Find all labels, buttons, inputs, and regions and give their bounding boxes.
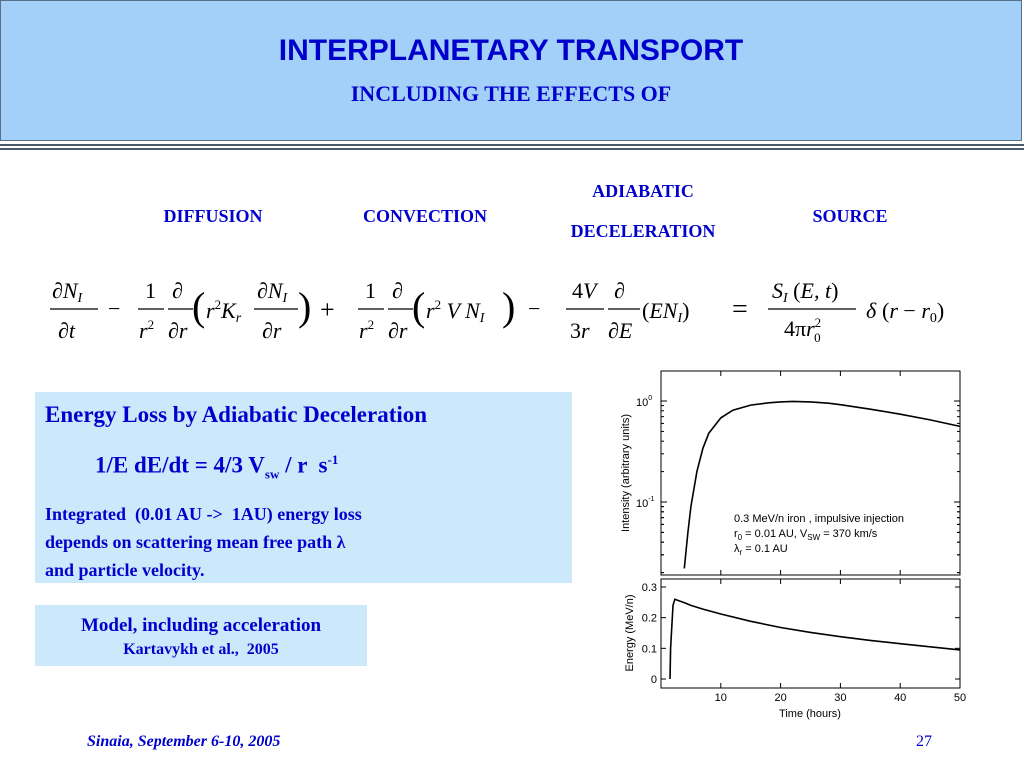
term-deceleration: DECELERATION bbox=[570, 221, 716, 241]
xtick-label: 10 bbox=[715, 692, 727, 704]
xtick-label: 30 bbox=[834, 692, 846, 704]
description-line: and particle velocity. bbox=[45, 560, 205, 580]
svg-text:+: + bbox=[320, 295, 335, 324]
footer-event: Sinaia, September 6-10, 2005 bbox=[87, 733, 281, 750]
svg-text:(: ( bbox=[192, 284, 205, 329]
ytick-label: 100 bbox=[636, 395, 652, 409]
energy-loss-formula: 1/E dE/dt = 4/3 Vsw / r s-1 bbox=[95, 452, 338, 482]
ytick-label: 0.1 bbox=[642, 643, 657, 655]
term-source: SOURCE bbox=[812, 206, 888, 226]
svg-text:r2: r2 bbox=[359, 317, 374, 343]
ytick-label: 0.3 bbox=[642, 582, 657, 594]
svg-text:∂r: ∂r bbox=[262, 318, 282, 343]
ytick-label: 0 bbox=[651, 674, 657, 686]
plot-annotation: r0 = 0.01 AU, VSW = 370 km/s bbox=[734, 528, 878, 542]
xtick-label: 50 bbox=[954, 692, 966, 704]
term-diffusion: DIFFUSION bbox=[163, 206, 263, 226]
svg-text:r2 V NI: r2 V NI bbox=[426, 297, 486, 326]
transport-equation: ∂NI ∂t − 1 r2 ∂ ∂r ( r2Kr ∂NI ∂r ) + 1 r… bbox=[50, 278, 944, 345]
svg-text:1: 1 bbox=[365, 278, 376, 303]
energy-series-line bbox=[669, 598, 961, 680]
svg-text:(ENI): (ENI) bbox=[642, 298, 689, 326]
svg-text:3r: 3r bbox=[570, 318, 590, 343]
svg-text:∂r: ∂r bbox=[388, 318, 408, 343]
svg-text:SI (E, t): SI (E, t) bbox=[772, 278, 838, 306]
svg-text:∂: ∂ bbox=[614, 278, 625, 303]
plot-annotation: λr = 0.1 AU bbox=[734, 543, 788, 557]
energy-loss-description: Integrated (0.01 AU -> 1AU) energy loss … bbox=[45, 500, 362, 584]
svg-text:(r − r0): (r − r0) bbox=[882, 298, 944, 326]
formula-tail: / r s bbox=[279, 452, 328, 478]
svg-text:∂r: ∂r bbox=[168, 318, 188, 343]
term-convection: CONVECTION bbox=[362, 206, 487, 226]
svg-text:): ) bbox=[502, 284, 515, 329]
energy-loss-box: Energy Loss by Adiabatic Deceleration 1/… bbox=[35, 392, 572, 583]
formula-subscript: sw bbox=[264, 466, 280, 482]
svg-text:4V: 4V bbox=[572, 278, 599, 303]
svg-text:∂t: ∂t bbox=[58, 318, 76, 343]
description-line: depends on scattering mean free path λ bbox=[45, 532, 346, 552]
xtick-label: 40 bbox=[894, 692, 906, 704]
intensity-series-line bbox=[683, 400, 961, 569]
slide-title: INTERPLANETARY TRANSPORT bbox=[278, 34, 744, 67]
formula-superscript: -1 bbox=[327, 452, 339, 467]
xtick-label: 20 bbox=[774, 692, 786, 704]
slide-subtitle: INCLUDING THE EFFECTS OF bbox=[350, 81, 672, 106]
divider-line bbox=[0, 144, 1024, 146]
ytick-label: 0.2 bbox=[642, 613, 657, 625]
svg-text:1: 1 bbox=[145, 278, 156, 303]
svg-text:=: = bbox=[732, 294, 748, 325]
svg-text:∂: ∂ bbox=[172, 278, 183, 303]
title-banner bbox=[0, 0, 1022, 141]
svg-text:r2Kr: r2Kr bbox=[206, 297, 242, 326]
svg-text:(: ( bbox=[412, 284, 425, 329]
svg-text:r2: r2 bbox=[139, 317, 154, 343]
model-reference: Kartavykh et al., 2005 bbox=[123, 641, 279, 658]
energy-xlabel: Time (hours) bbox=[779, 708, 841, 720]
intensity-ylabel: Intensity (arbitrary units) bbox=[620, 414, 632, 532]
ytick-label: 10-1 bbox=[636, 496, 655, 510]
svg-text:−: − bbox=[528, 296, 540, 321]
term-adiabatic: ADIABATIC bbox=[592, 181, 694, 201]
svg-text:): ) bbox=[298, 284, 311, 329]
energy-plot: 0 0.1 0.2 0.3 10 20 30 40 50 Energy (MeV/n) Time… bbox=[624, 578, 966, 720]
plot-annotation: 0.3 MeV/n iron , impulsive injection bbox=[734, 513, 904, 525]
energy-ylabel: Energy (MeV/n) bbox=[624, 594, 636, 671]
page-number: 27 bbox=[916, 733, 932, 750]
description-line: Integrated (0.01 AU -> 1AU) energy loss bbox=[45, 504, 362, 524]
svg-text:∂NI: ∂NI bbox=[257, 278, 289, 306]
model-title: Model, including acceleration bbox=[80, 615, 322, 636]
svg-text:−: − bbox=[108, 296, 120, 321]
svg-text:∂: ∂ bbox=[392, 278, 403, 303]
svg-text:∂NI: ∂NI bbox=[52, 278, 84, 306]
svg-text:δ: δ bbox=[866, 298, 877, 323]
divider-line bbox=[0, 148, 1024, 150]
formula-main: 1/E dE/dt = 4/3 V bbox=[95, 452, 265, 478]
svg-text:∂E: ∂E bbox=[608, 318, 633, 343]
energy-loss-title: Energy Loss by Adiabatic Deceleration bbox=[45, 402, 428, 427]
intensity-plot: Intensity (arbitrary units) 100 10-1 0.3… bbox=[620, 370, 961, 576]
intensity-energy-plots: Intensity (arbitrary units) 100 10-1 0.3… bbox=[620, 370, 966, 720]
model-box: Model, including acceleration Kartavykh … bbox=[35, 605, 367, 666]
